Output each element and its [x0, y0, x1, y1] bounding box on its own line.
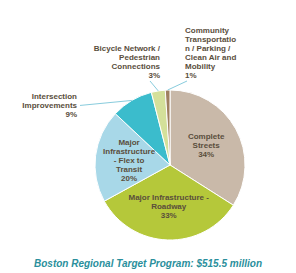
slice-label: Bicycle Network /PedestrianConnections [94, 44, 161, 71]
pie-slice [165, 90, 170, 165]
slice-label: Major Infrastructure -Roadway [128, 193, 209, 211]
slice-label: CompleteStreets [188, 132, 225, 150]
data-label: 9% [65, 110, 77, 119]
chart: CompleteStreets34% Major Infrastructure -… [0, 0, 296, 273]
chart-title: Boston Regional Target Program: $515.5 m… [34, 258, 262, 269]
leader-line [80, 100, 132, 105]
labels: CompleteStreets34% Major Infrastructure -… [22, 26, 236, 220]
slice-label: IntersectionImprovements [22, 92, 77, 110]
pie-slice [104, 165, 233, 240]
slices [95, 90, 245, 240]
data-label: 1% [185, 71, 197, 80]
leader-line [150, 81, 158, 91]
data-label: 20% [121, 174, 137, 183]
slice-label: MajorInfrastructure- Flex toTransit [103, 138, 156, 174]
slice-label: CommunityTransportation / Parking /Clean… [185, 26, 236, 71]
leader-line [168, 81, 187, 90]
data-label: 34% [198, 150, 214, 159]
data-label: 3% [148, 71, 160, 80]
data-label: 33% [161, 211, 177, 220]
